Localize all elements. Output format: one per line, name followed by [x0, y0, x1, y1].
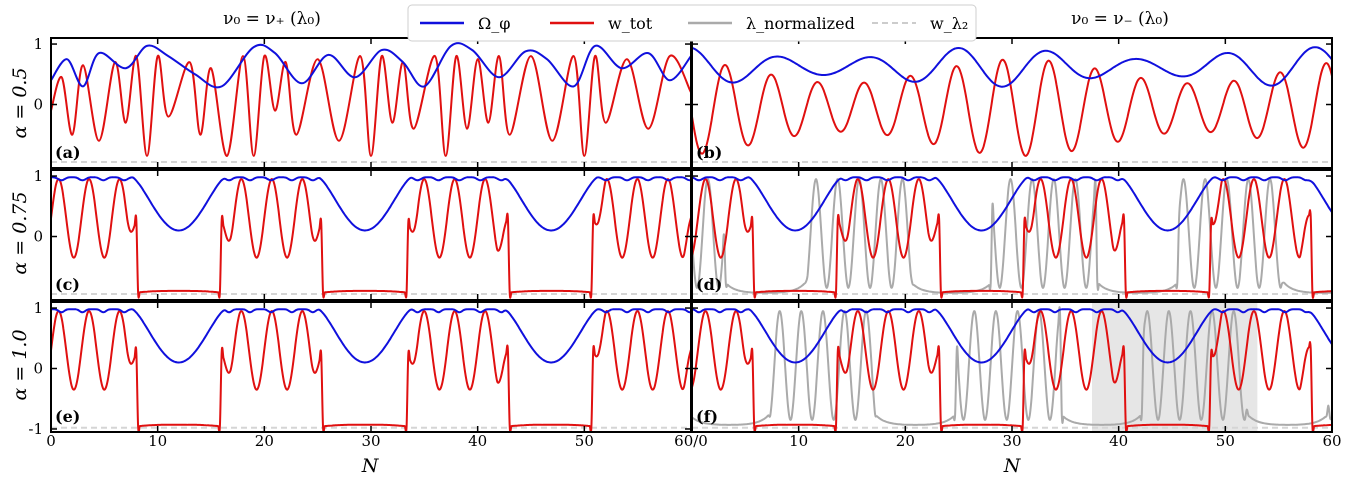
w-tot-line	[692, 178, 1332, 299]
w-tot-line	[51, 178, 691, 299]
panel-group: 1 0 (a) (b) 1 0 (c) (d) 1 0 -1 (e) (f)	[28, 35, 1333, 438]
x-tick-label: 60	[1322, 432, 1341, 450]
y-tick-label: 0	[33, 360, 43, 378]
x-axis-label-left: N	[361, 455, 380, 477]
omega-phi-line	[692, 176, 1332, 232]
omega-phi-line	[692, 308, 1332, 364]
legend: Ω_φ w_tot λ_normalized w_λ₂	[407, 4, 977, 42]
panel-frame	[50, 169, 692, 301]
y-tick-label: 1	[33, 35, 43, 53]
lambda-normalized-line	[692, 178, 1332, 294]
w-tot-line	[51, 310, 691, 432]
panel-label: (a)	[55, 143, 81, 162]
y-tick-label: 1	[33, 167, 43, 185]
row-label-1: α = 0.5	[9, 67, 31, 138]
w-tot-line	[692, 310, 1332, 432]
column-title-left: ν₀ = ν₊ (λ₀)	[223, 9, 321, 29]
x-tick-label: 10	[148, 432, 167, 450]
w-tot-line	[51, 54, 691, 157]
omega-phi-line	[51, 308, 691, 364]
panel-label: (e)	[55, 407, 80, 426]
panel-label: (c)	[55, 275, 80, 294]
x-tick-label: 40	[468, 432, 487, 450]
y-tick-label: 1	[33, 299, 43, 317]
x-tick-label: 30	[361, 432, 380, 450]
x-tick-label: 50	[575, 432, 594, 450]
panel-c: 1 0 (c)	[33, 167, 692, 301]
x-tick-label: 30	[1002, 432, 1021, 450]
y-tick-label: 0	[33, 228, 43, 246]
panel-b: (b)	[691, 37, 1333, 169]
y-tick-label: 0	[33, 96, 43, 114]
legend-label-lambda: λ_normalized	[746, 14, 855, 33]
panel-d: (d)	[691, 169, 1333, 301]
panel-a: 1 0 (a)	[33, 35, 692, 169]
x-tick-label: 60/0	[674, 432, 708, 450]
legend-label-omega: Ω_φ	[478, 14, 510, 33]
x-tick-label: 10	[789, 432, 808, 450]
legend-label-wlambda: w_λ₂	[930, 14, 968, 33]
panel-label: (b)	[696, 143, 722, 162]
panel-frame	[50, 301, 692, 433]
x-tick-label: 50	[1216, 432, 1235, 450]
w-tot-line	[692, 58, 1332, 157]
x-tick-label: 20	[255, 432, 274, 450]
panel-label: (f)	[696, 407, 718, 426]
omega-phi-line	[51, 42, 691, 89]
x-tick-labels: 0 10 20 30 40 50 60/0 10 20 30 40 50 60	[46, 432, 1341, 450]
omega-phi-line	[51, 176, 691, 232]
x-tick-label: 20	[896, 432, 915, 450]
x-tick-label: 40	[1109, 432, 1128, 450]
lambda-normalized-line	[692, 306, 1332, 426]
x-tick-label: 0	[46, 432, 56, 450]
panel-frame	[691, 37, 1333, 169]
panel-label: (d)	[696, 275, 722, 294]
column-title-right: ν₀ = ν₋ (λ₀)	[1071, 9, 1169, 29]
omega-phi-line	[692, 46, 1332, 88]
panel-e: 1 0 -1 (e)	[28, 299, 692, 438]
x-axis-label-right: N	[1003, 455, 1022, 477]
row-label-2: α = 0.75	[9, 191, 31, 274]
y-tick-label: -1	[28, 420, 43, 438]
legend-label-wtot: w_tot	[608, 14, 653, 33]
panel-f: (f)	[691, 301, 1333, 433]
row-label-3: α = 1.0	[9, 329, 31, 400]
